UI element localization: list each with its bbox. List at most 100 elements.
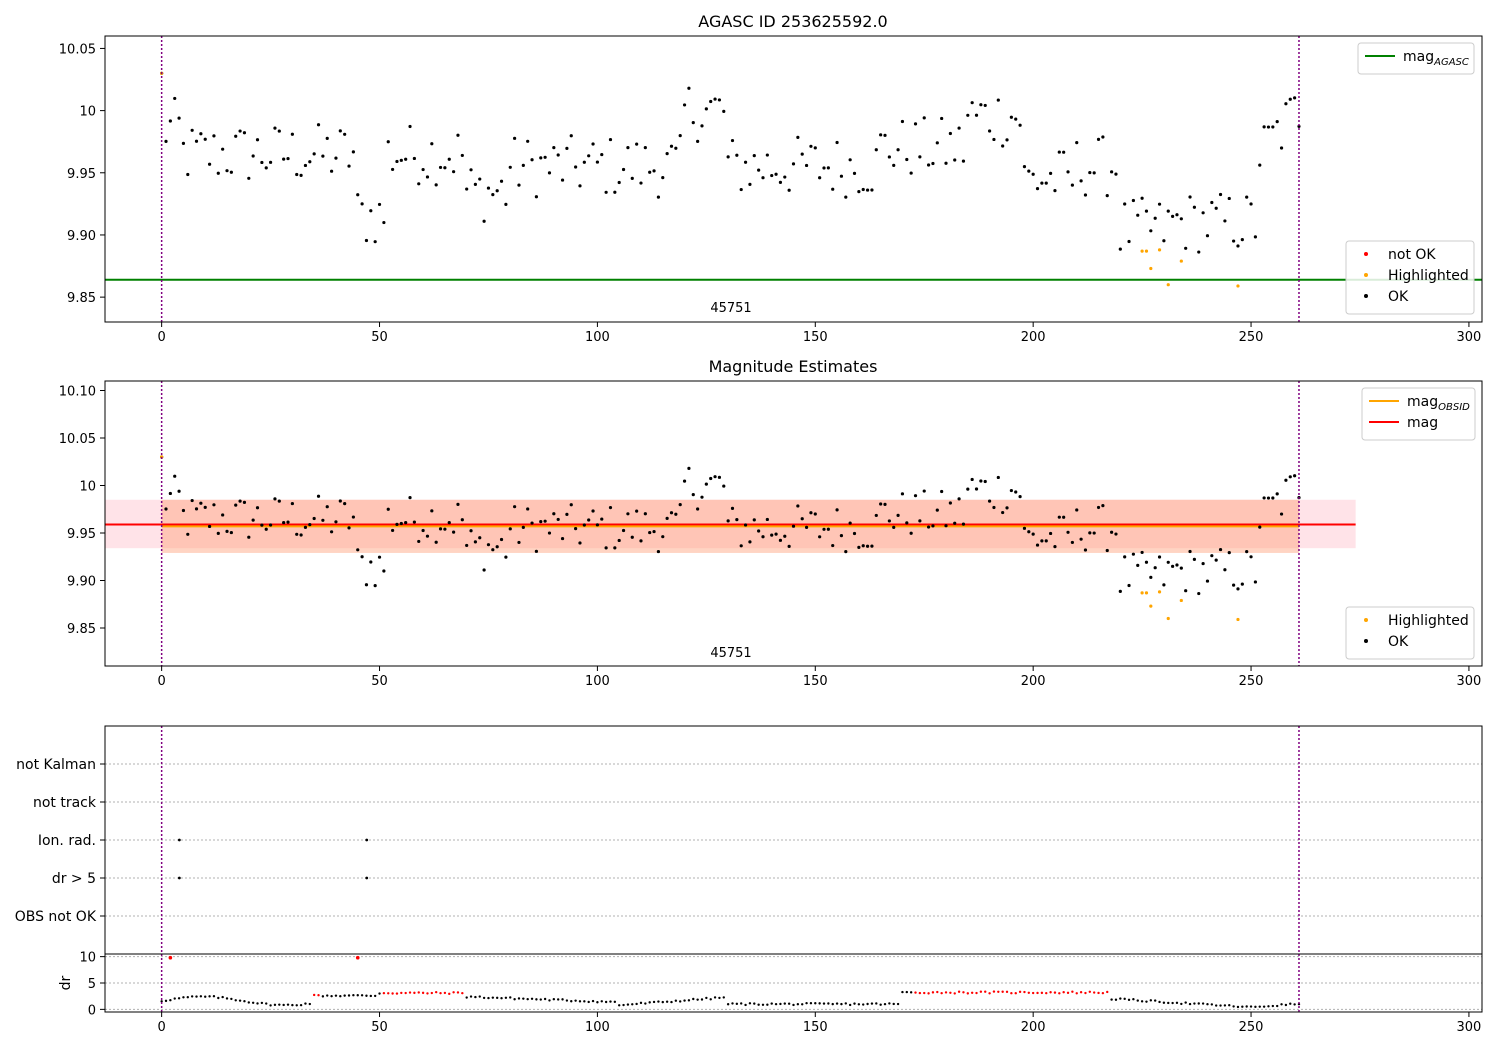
ok-point — [1066, 170, 1070, 174]
ok-point — [329, 530, 334, 534]
dr-point-flagged — [1010, 992, 1013, 995]
dr-point — [613, 1000, 617, 1004]
ok-point — [887, 519, 891, 523]
ok-point — [177, 489, 181, 493]
ok-point — [905, 521, 909, 525]
ok-point — [1192, 205, 1196, 209]
dr-point — [1171, 1001, 1174, 1005]
ok-point — [608, 137, 613, 142]
dr-point — [1127, 998, 1131, 1002]
legend-dot-marker — [1364, 252, 1368, 256]
dr-point — [230, 997, 233, 1001]
ok-point — [870, 188, 874, 192]
ok-point — [434, 540, 438, 544]
ok-point — [765, 153, 769, 157]
ok-point — [434, 183, 438, 187]
ok-point — [408, 124, 412, 129]
dr-panel: 0 50 100 150 200 250 300 0 5 10 dr — [58, 951, 1483, 1035]
ok-point — [299, 533, 303, 537]
ok-point — [900, 492, 905, 496]
dr-point — [295, 1004, 298, 1007]
ok-point — [556, 517, 560, 522]
ok-point — [1262, 496, 1266, 500]
ok-point — [399, 158, 403, 162]
ok-point — [1223, 568, 1227, 572]
dr-point — [783, 1002, 786, 1005]
ok-point — [739, 187, 743, 192]
ok-point — [813, 146, 817, 150]
ok-point — [1035, 186, 1040, 191]
ok-point — [1240, 238, 1244, 242]
dr-point — [247, 1001, 251, 1004]
ok-point — [892, 525, 896, 529]
ok-point — [1088, 170, 1092, 175]
dr-point — [679, 1000, 682, 1003]
ok-point — [669, 511, 674, 515]
dr-point-flagged — [461, 991, 464, 995]
y-tick-label: 9.90 — [67, 229, 96, 244]
dr-point-flagged — [1040, 991, 1044, 995]
ok-point — [373, 584, 377, 588]
ok-point — [334, 520, 338, 524]
ok-point — [770, 533, 774, 537]
dr-point — [665, 1000, 669, 1003]
x-tick-label: 50 — [371, 674, 388, 689]
ok-point — [513, 505, 517, 509]
ok-point — [447, 521, 451, 525]
ok-point — [639, 539, 643, 543]
ok-point — [295, 532, 299, 536]
observation-id-label: 45751 — [710, 301, 751, 316]
ok-point — [857, 545, 861, 550]
dr-point — [1197, 1002, 1200, 1005]
dr-point-flagged — [456, 991, 460, 994]
dr-point — [282, 1003, 285, 1007]
dr-point — [570, 1000, 573, 1003]
ok-point — [1144, 560, 1149, 564]
dr-point — [304, 1002, 307, 1005]
dr-point-flagged — [1084, 991, 1087, 995]
ok-point — [216, 531, 220, 535]
ok-point — [260, 523, 264, 527]
ok-point — [687, 86, 691, 90]
ok-point — [1192, 557, 1196, 561]
ok-point — [826, 166, 830, 170]
ok-point — [251, 518, 255, 522]
dr-point — [513, 998, 516, 1001]
ok-point — [338, 129, 342, 133]
dr-point — [1167, 1001, 1170, 1005]
ok-point — [822, 527, 826, 531]
ok-point — [277, 129, 281, 133]
ok-point — [648, 170, 652, 174]
dr-point-flagged — [1079, 991, 1083, 994]
ok-point — [539, 156, 543, 160]
ok-point — [534, 549, 539, 553]
ok-point — [826, 527, 830, 531]
dr-point — [744, 1003, 747, 1007]
ok-point — [491, 548, 495, 552]
dr-point — [909, 991, 913, 994]
dr-point — [587, 1000, 590, 1004]
ok-point — [1166, 560, 1170, 564]
ok-point — [173, 96, 177, 101]
dr-point — [761, 1003, 765, 1007]
ok-point — [1101, 504, 1105, 508]
ok-point — [948, 131, 952, 136]
ok-point — [443, 527, 447, 531]
ok-point — [909, 171, 913, 175]
ok-point — [1162, 583, 1166, 587]
ok-point — [316, 123, 321, 127]
dr-point-flagged — [1005, 990, 1009, 994]
ok-point — [526, 507, 530, 511]
ok-point — [1027, 530, 1031, 534]
ok-point — [1249, 555, 1253, 559]
dr-point — [857, 1003, 861, 1006]
x-tick-label: 250 — [1239, 330, 1264, 345]
dr-point — [190, 995, 194, 998]
ok-point — [992, 137, 996, 142]
ok-point — [852, 531, 857, 536]
ok-point — [1096, 137, 1101, 141]
x-tick-label: 50 — [371, 330, 388, 345]
ok-point — [996, 98, 1000, 102]
ok-point — [356, 193, 360, 197]
ok-point — [1210, 554, 1214, 558]
